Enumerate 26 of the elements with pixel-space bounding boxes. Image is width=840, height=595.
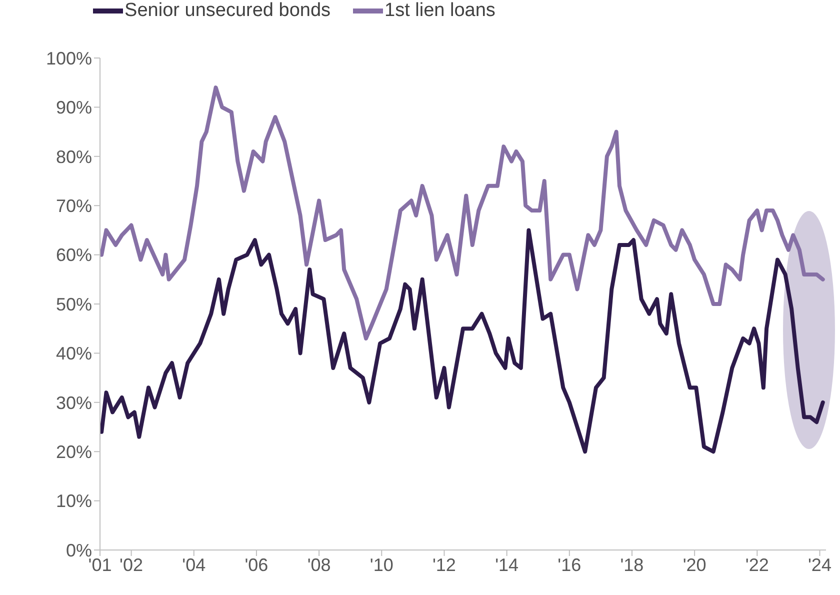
x-tick-label: '18 — [620, 554, 644, 575]
y-tick-label: 40% — [56, 344, 92, 364]
y-tick-label: 100% — [46, 48, 92, 68]
y-tick-label: 80% — [56, 146, 92, 167]
y-tick-label: 70% — [56, 196, 92, 216]
x-tick-label: '20 — [682, 554, 706, 575]
x-tick-label: '02 — [120, 554, 144, 575]
x-tick-label: '14 — [495, 554, 519, 575]
y-tick-label: 10% — [56, 491, 92, 512]
x-tick-label: '10 — [370, 554, 394, 575]
legend-label: Senior unsecured bonds — [124, 0, 331, 22]
x-tick-label: '22 — [745, 554, 769, 575]
x-tick-label: '04 — [182, 554, 206, 575]
y-tick-label: 60% — [56, 245, 92, 266]
legend-label: 1st lien loans — [384, 0, 496, 22]
x-tick-label: '16 — [558, 554, 582, 575]
x-tick-label: '12 — [432, 554, 456, 575]
y-tick-label: 20% — [56, 442, 92, 462]
y-tick-label: 50% — [56, 294, 92, 314]
x-tick-label: '24 — [808, 554, 832, 575]
y-tick-label: 90% — [56, 98, 92, 118]
x-tick-label: '06 — [244, 554, 268, 575]
y-tick-label: 30% — [56, 392, 92, 413]
line-series — [100, 86, 825, 340]
line-series — [100, 228, 825, 454]
x-tick-label: '08 — [307, 554, 331, 575]
